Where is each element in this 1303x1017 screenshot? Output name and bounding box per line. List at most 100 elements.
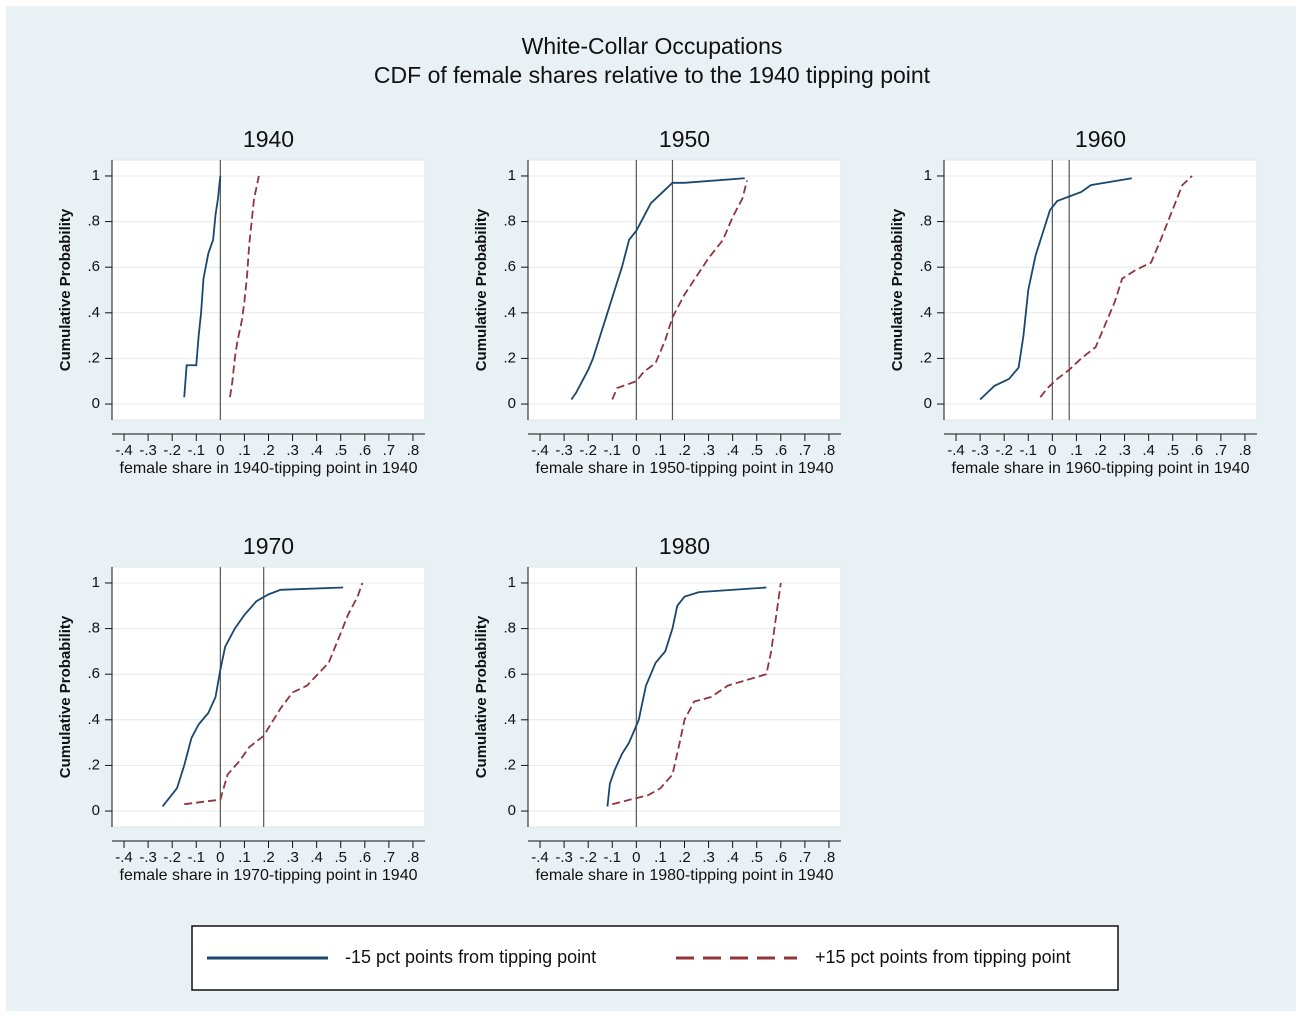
- x-tick-label: .3: [286, 442, 299, 459]
- panel-title: 1940: [243, 126, 294, 152]
- x-tick-label: -.4: [115, 442, 133, 459]
- x-tick-label: .4: [726, 849, 739, 866]
- x-tick-label: .7: [799, 849, 812, 866]
- x-tick-label: .3: [702, 442, 715, 459]
- cdf-line: [229, 175, 260, 398]
- x-tick-label: -.3: [971, 442, 989, 459]
- legend-box: [191, 925, 1119, 991]
- x-tick-label: .5: [334, 442, 347, 459]
- y-tick-label: .2: [503, 349, 516, 366]
- y-axis-label: Cumulative Probability: [889, 208, 906, 371]
- x-tick-label: -.3: [555, 442, 573, 459]
- x-tick-label: 0: [1048, 442, 1056, 459]
- x-tick-label: -.2: [163, 849, 181, 866]
- plot-area: [111, 566, 426, 828]
- y-tick-label: 1: [924, 167, 932, 184]
- cdf-line: [612, 582, 782, 806]
- panel-title: 1960: [1075, 126, 1126, 152]
- x-tick-label: .6: [1191, 442, 1204, 459]
- x-tick-label: -.1: [188, 442, 206, 459]
- y-tick-label: .8: [87, 620, 100, 637]
- y-tick-label: .4: [503, 304, 516, 321]
- cdf-line: [183, 175, 222, 398]
- x-tick-label: -.3: [139, 849, 157, 866]
- x-tick-label: .8: [1239, 442, 1252, 459]
- x-tick-label: .3: [286, 849, 299, 866]
- y-axis-label: Cumulative Probability: [57, 208, 74, 371]
- x-tick-label: -.4: [531, 849, 549, 866]
- x-tick-label: .5: [750, 442, 763, 459]
- cdf-line: [184, 582, 364, 806]
- y-tick-label: 1: [92, 167, 100, 184]
- x-tick-label: .1: [238, 442, 251, 459]
- y-tick-label: .6: [87, 665, 100, 682]
- x-tick-label: 0: [632, 442, 640, 459]
- x-tick-label: .8: [823, 849, 836, 866]
- y-tick-label: 0: [92, 802, 100, 819]
- y-tick-label: .2: [503, 756, 516, 773]
- x-tick-label: .2: [678, 442, 691, 459]
- x-tick-label: .5: [750, 849, 763, 866]
- x-tick-label: .8: [823, 442, 836, 459]
- cdf-line: [606, 586, 767, 807]
- y-tick-label: .6: [503, 258, 516, 275]
- plot-area: [943, 159, 1258, 421]
- y-tick-label: .2: [87, 349, 100, 366]
- x-tick-label: .7: [383, 442, 396, 459]
- x-tick-label: .6: [775, 442, 788, 459]
- x-tick-label: -.1: [1020, 442, 1038, 459]
- x-axis-label: female share in 1940-tipping point in 19…: [120, 460, 418, 477]
- x-tick-label: -.4: [531, 442, 549, 459]
- x-axis-label: female share in 1980-tipping point in 19…: [536, 867, 834, 884]
- panel-title: 1980: [659, 533, 710, 559]
- x-tick-label: .2: [262, 849, 275, 866]
- y-tick-label: .8: [503, 620, 516, 637]
- x-tick-label: .6: [775, 849, 788, 866]
- cdf-line: [611, 180, 748, 400]
- panel-title: 1970: [243, 533, 294, 559]
- x-tick-label: .7: [799, 442, 812, 459]
- y-tick-label: .8: [87, 213, 100, 230]
- x-tick-label: -.2: [163, 442, 181, 459]
- x-tick-label: .2: [678, 849, 691, 866]
- x-tick-label: -.2: [579, 849, 597, 866]
- plot-area: [111, 159, 426, 421]
- x-tick-label: .1: [654, 849, 667, 866]
- x-tick-label: .8: [407, 849, 420, 866]
- y-tick-label: .4: [87, 711, 100, 728]
- y-axis-label: Cumulative Probability: [473, 615, 490, 778]
- chart-subtitle: CDF of female shares relative to the 194…: [374, 62, 931, 88]
- x-tick-label: .4: [1142, 442, 1155, 459]
- x-tick-label: .3: [702, 849, 715, 866]
- x-axis-label: female share in 1970-tipping point in 19…: [120, 867, 418, 884]
- cdf-line: [1039, 175, 1193, 398]
- x-tick-label: .4: [726, 442, 739, 459]
- plot-area: [527, 566, 842, 828]
- x-tick-label: .7: [383, 849, 396, 866]
- y-axis-label: Cumulative Probability: [57, 615, 74, 778]
- x-tick-label: .4: [310, 849, 323, 866]
- chart-title: White-Collar Occupations: [522, 33, 783, 59]
- y-tick-label: .8: [919, 213, 932, 230]
- y-axis-label: Cumulative Probability: [473, 208, 490, 371]
- y-tick-label: 1: [508, 167, 516, 184]
- y-tick-label: .8: [503, 213, 516, 230]
- y-tick-label: .6: [87, 258, 100, 275]
- x-tick-label: -.1: [604, 849, 622, 866]
- y-tick-label: 0: [508, 395, 516, 412]
- x-tick-label: -.1: [188, 849, 206, 866]
- x-tick-label: -.2: [995, 442, 1013, 459]
- cdf-line: [161, 586, 344, 808]
- x-tick-label: -.1: [604, 442, 622, 459]
- x-tick-label: .2: [1094, 442, 1107, 459]
- x-tick-label: .1: [238, 849, 251, 866]
- x-tick-label: .6: [359, 442, 372, 459]
- x-tick-label: .8: [407, 442, 420, 459]
- x-axis-label: female share in 1960-tipping point in 19…: [952, 460, 1250, 477]
- y-tick-label: 1: [92, 574, 100, 591]
- legend-label: -15 pct points from tipping point: [345, 947, 596, 967]
- x-tick-label: -.3: [139, 442, 157, 459]
- y-tick-label: .6: [919, 258, 932, 275]
